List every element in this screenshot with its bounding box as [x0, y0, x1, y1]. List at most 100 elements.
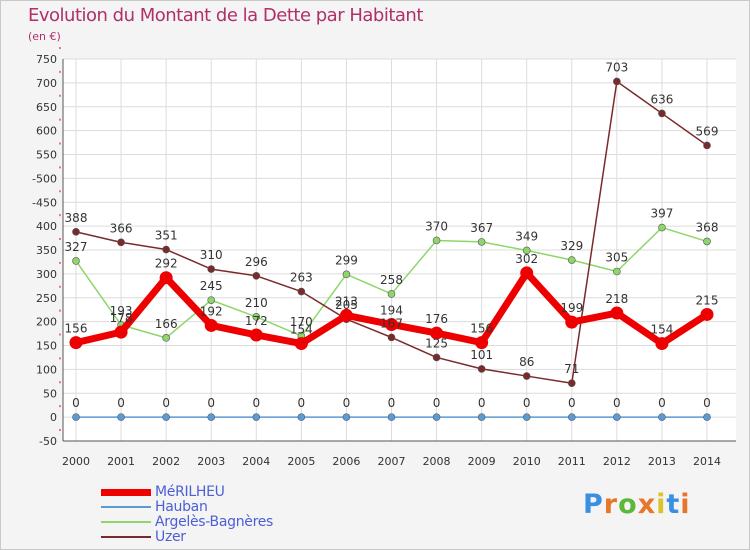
data-label-merilheu: 292	[155, 257, 178, 271]
data-point-uzer	[117, 238, 125, 247]
data-point-hauban	[567, 413, 576, 421]
data-point-hauban	[658, 413, 666, 421]
y-tick-label: -50	[39, 435, 57, 448]
data-point-uzer	[432, 353, 441, 362]
data-label-uzer: 366	[110, 221, 133, 235]
logo-letter: i	[656, 489, 667, 520]
y-tick-label: 600	[36, 125, 57, 138]
data-point-argeles-bagneres	[162, 334, 170, 342]
data-label-hauban: 0	[523, 396, 531, 410]
data-point-argeles-bagneres	[432, 236, 441, 245]
y-tick-label: 550	[36, 149, 57, 162]
data-label-hauban: 0	[658, 396, 666, 410]
x-tick-label: 2000	[62, 455, 90, 468]
data-label-uzer: 205	[335, 298, 358, 312]
chart-unit-label: (en €)	[28, 30, 61, 43]
data-point-uzer	[252, 271, 261, 280]
x-tick-label: 2011	[558, 455, 586, 468]
x-tick-label: 2006	[332, 455, 360, 468]
data-point-hauban	[477, 413, 486, 421]
data-point-uzer	[387, 333, 396, 342]
data-label-uzer: 263	[290, 271, 313, 285]
y-tick-label: 250	[36, 292, 57, 305]
data-label-hauban: 0	[478, 396, 486, 410]
y-tick-label: -500	[32, 172, 57, 185]
data-label-hauban: 0	[703, 396, 711, 410]
data-point-argeles-bagneres	[72, 257, 80, 265]
data-label-argeles-bagneres: 329	[560, 239, 583, 253]
data-point-hauban	[432, 413, 441, 421]
legend-label-merilheu: MéRILHEU	[155, 484, 225, 500]
data-point-hauban	[613, 413, 621, 421]
data-label-hauban: 0	[433, 396, 441, 410]
data-label-argeles-bagneres: 193	[110, 304, 133, 318]
data-label-hauban: 0	[117, 396, 125, 410]
data-point-argeles-bagneres	[703, 237, 711, 246]
data-label-merilheu: 156	[470, 322, 493, 336]
data-point-merilheu	[294, 337, 308, 351]
data-label-merilheu: 192	[200, 304, 223, 318]
x-tick-label: 2012	[603, 455, 631, 468]
x-tick-label: 2013	[648, 455, 676, 468]
data-point-hauban	[207, 413, 216, 421]
data-point-merilheu	[655, 337, 669, 351]
y-tick-label: 700	[36, 77, 57, 90]
data-point-hauban	[252, 413, 261, 421]
data-point-uzer	[567, 379, 576, 388]
data-point-merilheu	[204, 318, 218, 332]
y-tick-label: 300	[36, 268, 57, 281]
logo-letter: P	[583, 489, 604, 520]
y-tick-label: 150	[36, 340, 57, 353]
data-label-hauban: 0	[388, 396, 396, 410]
data-point-merilheu	[475, 336, 489, 350]
data-label-hauban: 0	[613, 396, 621, 410]
data-point-merilheu	[249, 328, 263, 342]
data-point-merilheu	[565, 315, 579, 329]
data-point-hauban	[387, 413, 396, 421]
data-label-argeles-bagneres: 370	[425, 219, 448, 233]
y-tick-label: 0	[50, 411, 57, 424]
data-label-merilheu: 199	[560, 301, 583, 315]
data-label-merilheu: 176	[425, 312, 448, 326]
x-tick-label: 2007	[378, 455, 406, 468]
data-point-uzer	[613, 77, 621, 86]
data-point-merilheu	[520, 266, 534, 280]
x-tick-label: 2008	[423, 455, 451, 468]
data-point-argeles-bagneres	[252, 313, 261, 321]
data-label-hauban: 0	[162, 396, 170, 410]
chart-title: Evolution du Montant de la Dette par Hab…	[28, 5, 423, 26]
proxiti-logo: Proxiti	[583, 489, 691, 520]
data-point-uzer	[522, 372, 531, 380]
data-label-merilheu: 154	[650, 323, 673, 337]
data-label-merilheu: 215	[696, 293, 719, 307]
data-label-argeles-bagneres: 305	[605, 250, 628, 264]
data-point-merilheu	[385, 317, 398, 331]
data-point-argeles-bagneres	[567, 256, 576, 264]
y-tick-label: 750	[36, 53, 57, 66]
data-label-uzer: 125	[425, 336, 448, 350]
y-tick-label: 100	[36, 363, 57, 376]
data-label-argeles-bagneres: 368	[696, 220, 719, 234]
data-label-uzer: 86	[519, 355, 534, 369]
x-tick-label: 2001	[107, 455, 135, 468]
logo-letter: i	[680, 489, 691, 520]
legend-swatch-merilheu	[101, 489, 151, 496]
data-label-merilheu: 218	[605, 292, 628, 306]
data-point-argeles-bagneres	[387, 290, 396, 298]
data-point-argeles-bagneres	[342, 270, 351, 279]
data-label-argeles-bagneres: 258	[380, 273, 403, 287]
data-label-uzer: 388	[65, 211, 88, 225]
x-tick-label: 2004	[242, 455, 270, 468]
legend-label-uzer: Uzer	[155, 529, 186, 545]
data-label-uzer: 296	[245, 255, 268, 269]
data-label-merilheu: 194	[380, 303, 403, 317]
legend-swatch-uzer	[101, 536, 151, 538]
y-tick-label: -450	[32, 196, 57, 209]
data-point-uzer	[72, 228, 80, 236]
data-label-argeles-bagneres: 210	[245, 296, 268, 310]
data-label-uzer: 703	[605, 60, 628, 74]
x-tick-label: 2009	[468, 455, 496, 468]
logo-letter: x	[637, 489, 657, 520]
